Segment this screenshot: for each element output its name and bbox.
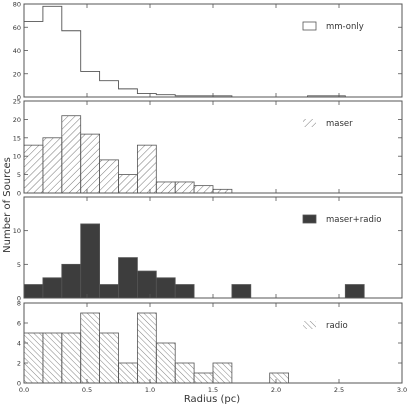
panel-radio: 0 2 4 6 8 radio [17, 300, 403, 388]
panel-mm-only: 0 20 40 60 80 mm-only [13, 1, 403, 102]
bar-mm-only-bin-2 [62, 31, 81, 97]
x-tick-label: 1.5 [208, 386, 218, 394]
y-tick-label: 5 [17, 171, 21, 179]
bar-radio-bin-13 [269, 372, 290, 384]
legend-swatch [302, 21, 317, 31]
histogram-outline [23, 5, 402, 98]
panels-layer: 020406080mm-only0510152025maser0510maser… [13, 1, 407, 395]
y-tick-label: 4 [17, 340, 21, 348]
bar-maser-radio-bin-0 [23, 284, 44, 299]
x-tick-label: 0.5 [82, 386, 92, 394]
bar-radio-bin-3 [80, 312, 100, 384]
bar-maser-bin-2 [61, 115, 82, 194]
bar-radio-bin-5 [118, 362, 138, 384]
legend-label: maser+radio [326, 215, 381, 225]
bar-radio-bin-7 [155, 342, 176, 384]
bar-maser-radio-bin-7 [155, 277, 176, 299]
bar-mm-only-bin-3 [81, 71, 100, 97]
y-tick-label: 6 [17, 320, 21, 328]
legend-swatch [303, 321, 316, 329]
y-tick-label: 20 [13, 70, 21, 78]
bar-radio-bin-9 [193, 372, 214, 384]
bar-maser-bin-8 [174, 181, 195, 194]
bar-mm-only-bin-0 [24, 21, 43, 97]
bar-maser-radio-bin-4 [99, 284, 119, 299]
x-tick-label: 2.5 [334, 386, 344, 394]
y-tick-label: 10 [13, 227, 21, 235]
bar-radio-bin-4 [99, 332, 119, 384]
bar-maser-radio-bin-6 [136, 270, 157, 299]
y-tick-label: 20 [13, 116, 21, 124]
bar-maser-bin-4 [99, 159, 119, 194]
bar-mm-only-bin-1 [43, 6, 62, 97]
y-tick-label: 25 [13, 98, 21, 106]
bar-mm-only-bin-6 [137, 94, 156, 97]
y-tick-label: 80 [13, 1, 21, 9]
bar-radio-bin-8 [174, 362, 195, 384]
bar-radio-bin-0 [23, 332, 44, 384]
y-tick-label: 0 [17, 94, 21, 102]
y-tick-label: 10 [13, 153, 21, 161]
bar-maser-radio-bin-2 [61, 263, 82, 299]
bar-maser-bin-7 [155, 181, 176, 194]
x-tick-label: 1.0 [145, 386, 155, 394]
bar-maser-bin-5 [118, 174, 138, 194]
bar-mm-only-bin-4 [100, 81, 119, 97]
y-tick-label: 0 [17, 380, 21, 388]
bar-mm-only-bin-5 [119, 89, 138, 97]
legend-swatch [302, 214, 317, 224]
y-tick-label: 0 [17, 190, 21, 198]
y-tick-label: 2 [17, 360, 21, 368]
legend-label: radio [326, 321, 348, 331]
bar-maser-bin-9 [193, 185, 214, 194]
bar-maser-radio-bin-1 [42, 277, 63, 299]
y-axis-label: Number of Sources [2, 157, 13, 253]
bar-radio-bin-1 [42, 332, 63, 384]
bar-maser-radio-bin-11 [231, 284, 252, 299]
bar-maser-bin-0 [23, 144, 44, 194]
legend-label: mm-only [326, 22, 364, 32]
y-tick-label: 8 [17, 300, 21, 308]
bar-maser-radio-bin-3 [80, 223, 100, 299]
y-tick-label: 0 [17, 295, 21, 303]
x-axis-label: Radius (pc) [184, 394, 240, 405]
panel-maser: 0 5 10 15 20 25 maser [13, 98, 403, 198]
bar-maser-bin-3 [80, 133, 100, 194]
bar-radio-bin-10 [212, 362, 233, 384]
bar-maser-radio-bin-5 [118, 257, 138, 299]
bar-radio-bin-2 [61, 332, 82, 384]
y-tick-label: 15 [13, 134, 21, 142]
bar-maser-radio-bin-17 [344, 284, 365, 299]
bar-maser-bin-6 [136, 144, 157, 194]
bar-radio-bin-6 [136, 312, 157, 384]
y-tick-label: 5 [17, 261, 21, 269]
x-tick-label: 3.0 [397, 386, 407, 394]
x-tick-label: 2.0 [271, 386, 281, 394]
x-tick-label: 0.0 [19, 386, 29, 394]
legend-swatch [303, 119, 316, 127]
y-tick-label: 40 [13, 47, 21, 55]
bar-maser-bin-10 [212, 188, 233, 194]
legend-label: maser [326, 119, 353, 129]
panel-maser-radio: 0 5 10 maser+radio [13, 196, 403, 303]
y-tick-label: 60 [13, 24, 21, 32]
bar-maser-radio-bin-8 [174, 284, 195, 299]
bar-maser-bin-1 [42, 137, 63, 194]
